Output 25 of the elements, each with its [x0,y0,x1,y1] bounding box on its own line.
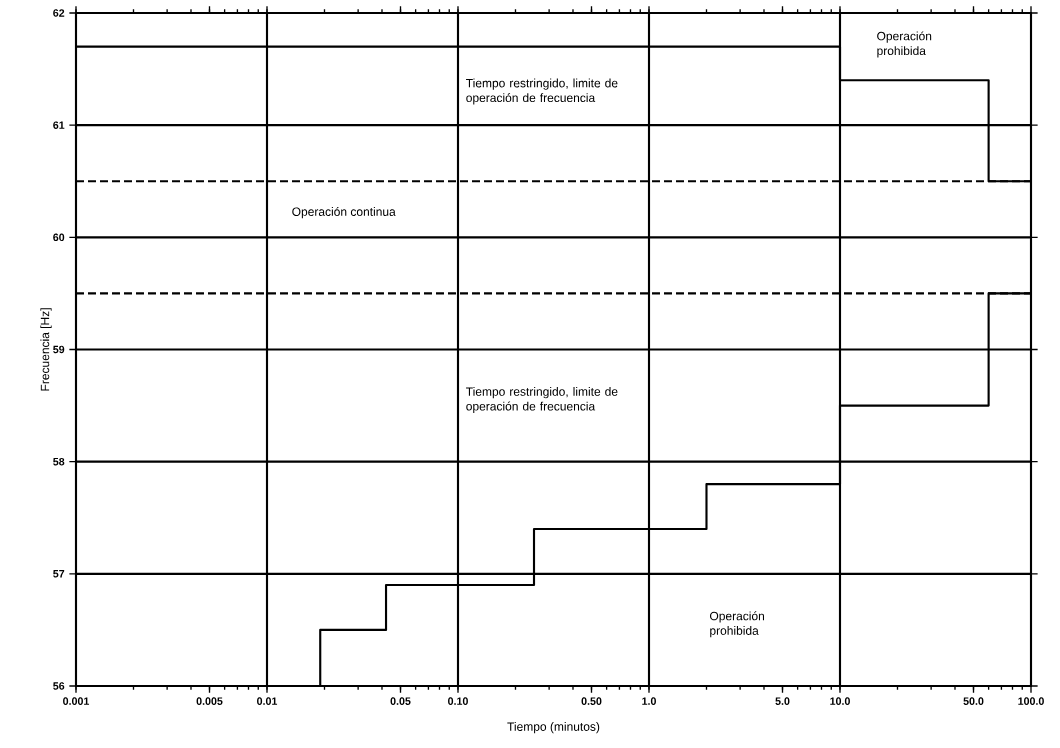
x-tick-label: 5.0 [775,697,790,705]
x-tick-label: 0.50 [581,697,602,705]
y-tick-label: 58 [53,457,65,466]
x-tick-label: 0.005 [196,697,223,705]
x-axis-title: Tiempo (minutos) [507,722,600,734]
annotation: Operación continua [292,206,396,219]
y-tick-label: 61 [53,121,65,129]
annotation: Tiempo restringido, limite de operación de frecuencia [466,78,618,105]
x-tick-label: 50.0 [963,697,984,705]
annotation: Tiempo restringido, limite de operación de frecuencia [466,387,618,413]
annotation: Operación prohibida [877,31,932,58]
y-tick-label: 60 [53,233,65,242]
y-axis-title: Frecuencia [Hz] [40,308,52,391]
x-tick-label: 10.0 [830,697,850,705]
x-tick-label: 0.10 [448,697,468,705]
y-tick-label: 62 [53,9,65,17]
y-tick-label: 57 [53,570,65,578]
x-tick-label: 0.001 [63,697,90,705]
annotation: Operación prohibida [709,611,765,638]
x-tick-label: 100.0 [1018,697,1044,705]
x-tick-label: 0.05 [390,697,411,705]
y-tick-label: 56 [53,682,65,690]
x-tick-label: 0.01 [257,697,278,705]
y-tick-label: 59 [53,345,65,354]
x-tick-label: 1.0 [642,697,656,705]
